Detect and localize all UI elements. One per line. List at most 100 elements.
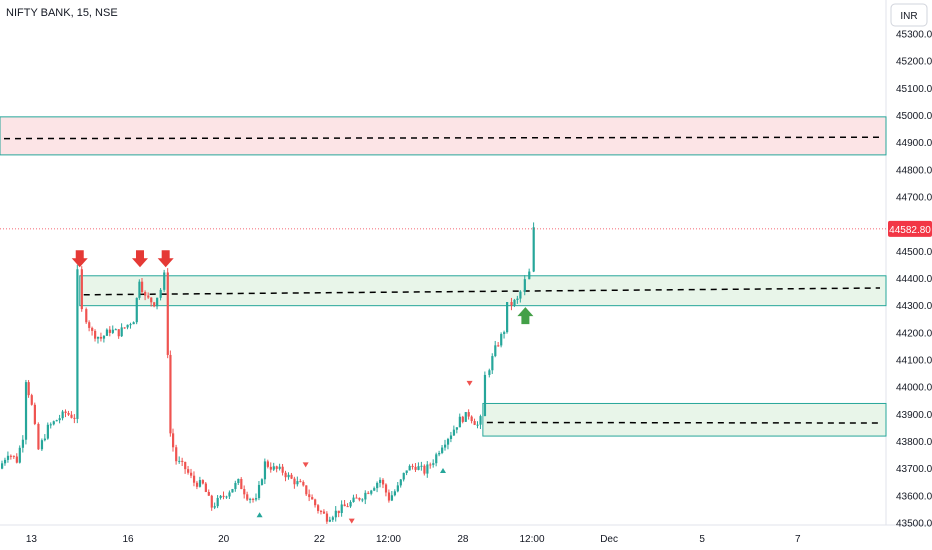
price-tick-label: 43600.00 xyxy=(896,491,932,502)
price-tick-label: 44900.00 xyxy=(896,138,932,149)
price-tick-label: 45300.00 xyxy=(896,30,932,41)
candle xyxy=(470,416,473,422)
candle xyxy=(311,497,314,500)
candle xyxy=(6,455,10,460)
currency-button-label[interactable]: INR xyxy=(900,11,917,22)
candle xyxy=(33,404,36,424)
price-tick-label: 44300.00 xyxy=(896,301,932,312)
candle xyxy=(491,356,494,371)
signal-down-marker xyxy=(348,518,355,524)
candle xyxy=(408,465,411,471)
candle xyxy=(184,461,187,470)
candle xyxy=(322,511,326,514)
candle xyxy=(1,463,4,469)
candle xyxy=(503,332,506,335)
candle-layer xyxy=(1,222,535,524)
candle xyxy=(458,416,461,428)
time-tick-label: 12:00 xyxy=(376,534,401,545)
down-arrow-marker xyxy=(71,250,88,268)
candle xyxy=(213,506,216,508)
candle xyxy=(420,465,423,467)
candle xyxy=(58,418,61,421)
down-arrow-marker xyxy=(157,250,174,268)
candle xyxy=(519,291,522,299)
candle xyxy=(231,489,234,493)
signal-down-marker xyxy=(302,462,309,468)
last-price-badge xyxy=(888,220,932,237)
time-tick-label: 7 xyxy=(795,534,801,545)
down-arrow-marker xyxy=(131,250,148,268)
candle xyxy=(334,510,337,518)
candle xyxy=(349,502,352,507)
candle xyxy=(144,292,147,296)
price-tick-label: 44400.00 xyxy=(896,274,932,285)
candle xyxy=(225,496,228,498)
candle xyxy=(432,463,435,465)
candle xyxy=(390,495,394,501)
candle xyxy=(108,329,111,333)
candle xyxy=(120,327,123,337)
candle xyxy=(254,498,258,500)
candle xyxy=(299,481,302,483)
candle xyxy=(252,498,255,500)
chart-title: NIFTY BANK, 15, NSE xyxy=(6,7,118,19)
candle xyxy=(358,497,361,500)
candle xyxy=(210,495,213,508)
currency-button-frame[interactable] xyxy=(890,3,928,27)
candle xyxy=(528,271,531,280)
price-tick-label: 45000.00 xyxy=(896,111,932,122)
candle xyxy=(153,302,156,307)
candle xyxy=(296,481,299,485)
candle xyxy=(12,455,16,457)
candle xyxy=(192,475,196,483)
candle xyxy=(243,489,246,495)
candle xyxy=(281,466,284,473)
candle xyxy=(140,281,144,293)
candle xyxy=(423,465,426,474)
candle xyxy=(479,416,482,425)
candle xyxy=(376,482,379,489)
candle xyxy=(181,460,184,462)
price-axis-ticks: 45300.00 45200.00 45100.00 45000.00 44900.00… xyxy=(896,30,932,530)
candle xyxy=(290,474,293,479)
signal-up-marker xyxy=(256,512,263,518)
candle xyxy=(364,492,367,500)
time-tick-label: 22 xyxy=(314,534,326,545)
candle xyxy=(195,482,199,487)
candle xyxy=(123,327,126,329)
time-tick-label: 20 xyxy=(218,534,230,545)
candle xyxy=(396,485,399,492)
candle xyxy=(379,479,382,483)
candle xyxy=(135,297,138,323)
candle xyxy=(147,295,150,298)
candle xyxy=(302,482,305,486)
candle xyxy=(417,466,420,470)
plot-area[interactable] xyxy=(0,0,886,525)
candle xyxy=(52,421,55,425)
candle xyxy=(513,299,516,306)
candle xyxy=(64,411,67,414)
price-tick-label: 45200.00 xyxy=(896,57,932,68)
candle xyxy=(27,382,30,396)
candle xyxy=(99,336,103,339)
candle xyxy=(234,482,237,490)
candle xyxy=(114,329,117,331)
candle xyxy=(278,466,281,469)
price-axis[interactable] xyxy=(886,0,932,550)
candle xyxy=(426,464,429,474)
candle xyxy=(166,272,169,355)
currency-button[interactable]: INR xyxy=(890,3,928,27)
time-tick-label: Dec xyxy=(600,534,618,545)
candle xyxy=(24,382,28,440)
candle xyxy=(464,412,467,422)
candle xyxy=(352,497,355,503)
candle xyxy=(381,479,385,485)
zone-layer xyxy=(0,116,887,437)
candle xyxy=(257,484,261,499)
candle xyxy=(510,301,513,306)
candle xyxy=(272,466,275,470)
time-tick-label: 12:00 xyxy=(520,534,545,545)
time-tick-label: 13 xyxy=(26,534,38,545)
demand-zone-midline xyxy=(83,287,881,296)
